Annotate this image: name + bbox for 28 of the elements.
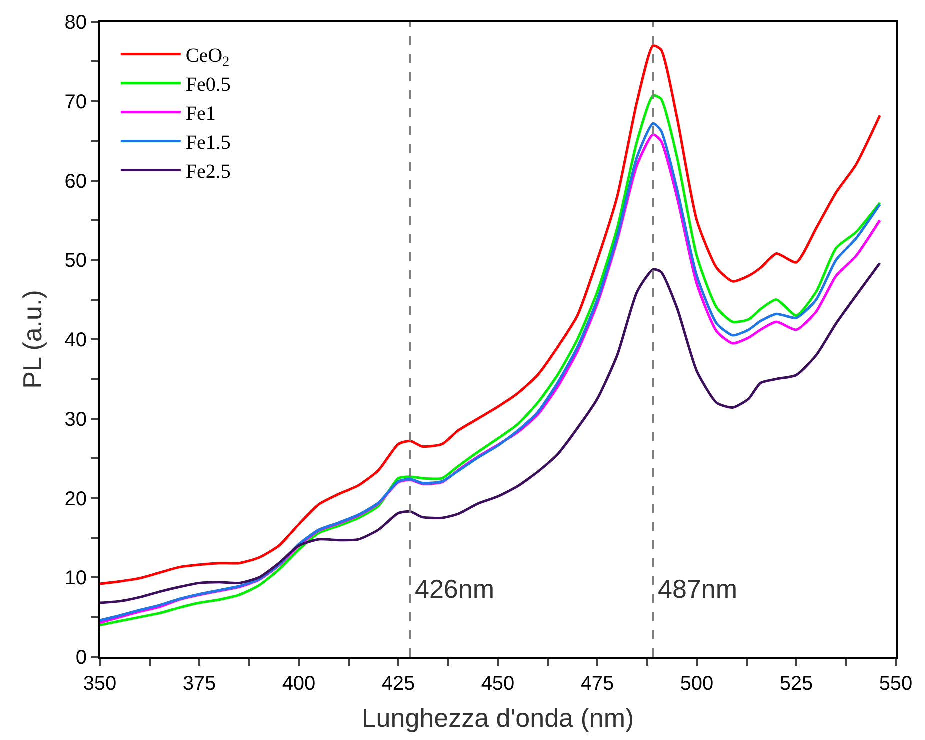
y-tick-label: 80 (64, 12, 87, 34)
legend-label: CeO$_{2}$ (186, 45, 230, 70)
x-tick-label: 450 (481, 673, 515, 695)
y-tick-label: 10 (64, 568, 87, 590)
legend-label: Fe1 (186, 103, 216, 125)
y-axis-title: PL (a.u.) (18, 290, 48, 389)
legend-label: Fe2.5 (186, 161, 231, 183)
y-tick-label: 40 (64, 330, 87, 352)
x-tick-label: 400 (282, 673, 316, 695)
y-tick-label: 50 (64, 250, 87, 272)
x-tick-label: 550 (879, 673, 913, 695)
y-tick-label: 30 (64, 408, 87, 431)
y-tick-label: 20 (64, 488, 87, 510)
y-tick-label: 60 (64, 170, 87, 193)
ref-line-label: 426nm (415, 574, 494, 604)
x-tick-label: 425 (382, 673, 416, 695)
y-tick-label: 0 (76, 647, 87, 669)
x-tick-label: 525 (780, 673, 814, 695)
x-tick-label: 475 (580, 673, 614, 695)
legend-label: Fe0.5 (186, 74, 231, 96)
line-series (100, 262, 882, 604)
y-tick-label: 70 (64, 91, 87, 114)
x-tick-label: 350 (83, 673, 117, 695)
x-tick-label: 500 (680, 673, 714, 695)
legend-label: Fe1.5 (186, 132, 231, 154)
x-axis-title: Lunghezza d'onda (nm) (362, 703, 634, 734)
x-tick-label: 375 (182, 673, 216, 695)
ref-line-label: 487nm (658, 574, 738, 604)
